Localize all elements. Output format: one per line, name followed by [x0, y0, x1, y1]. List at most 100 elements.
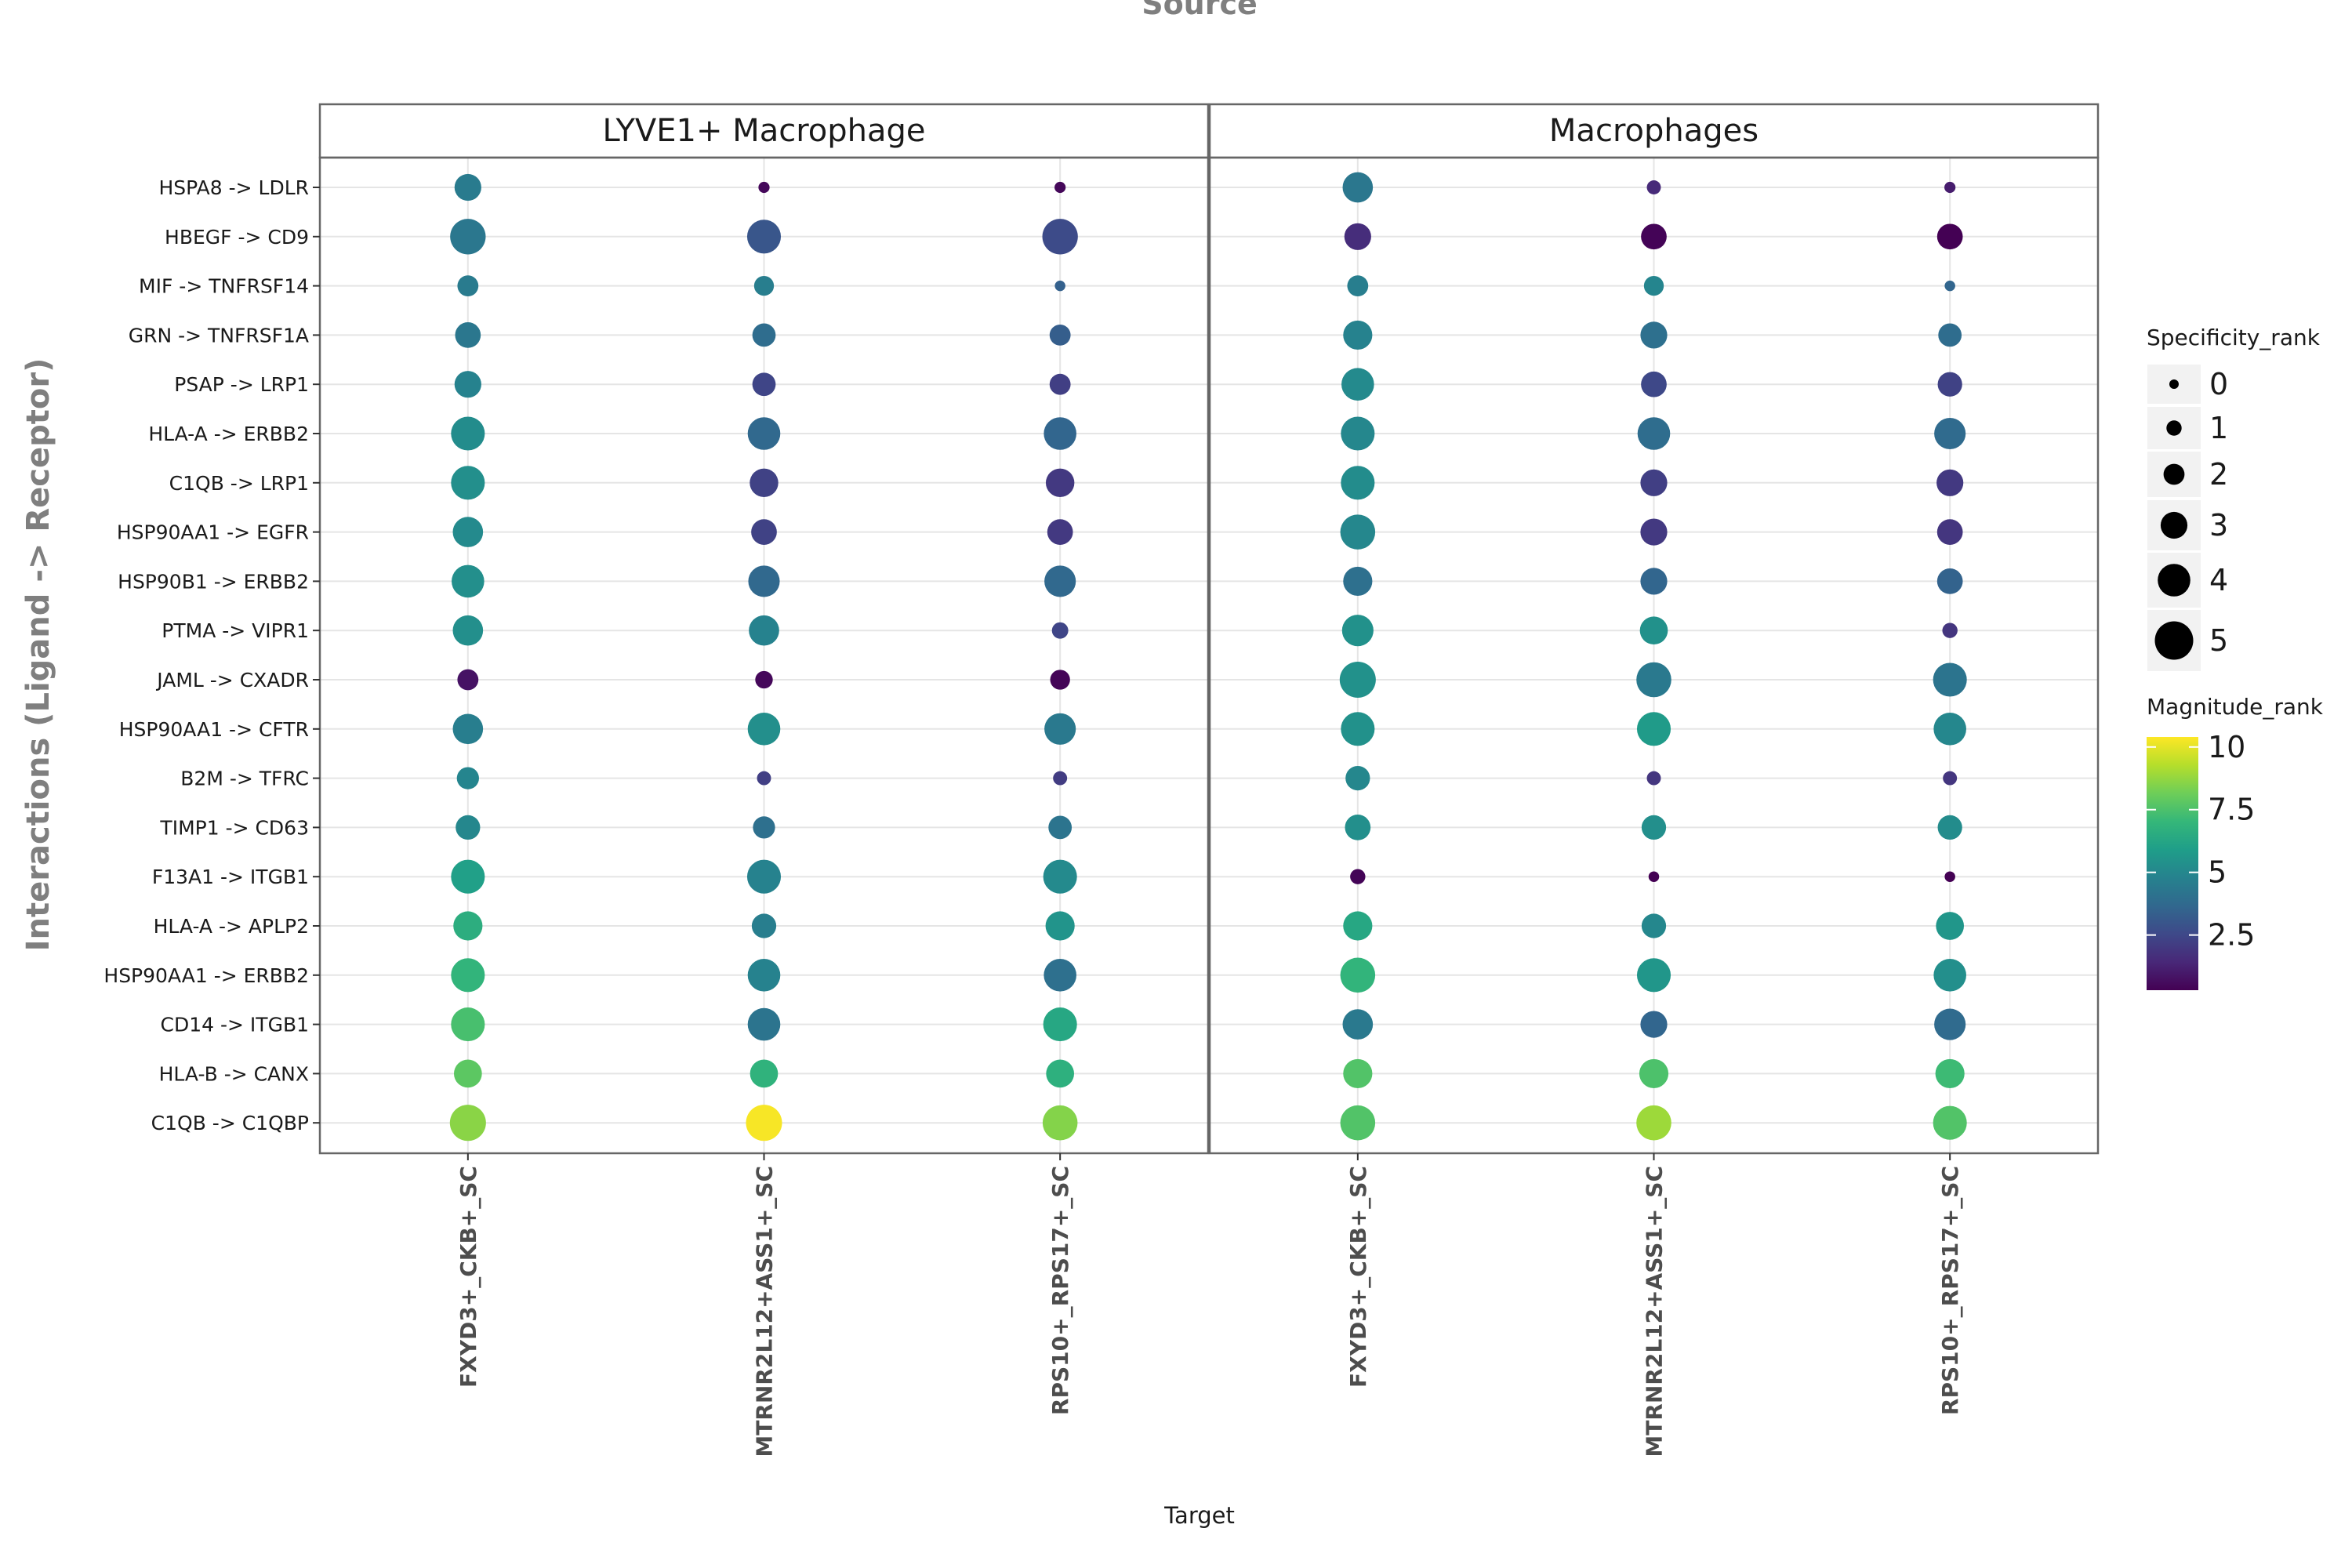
data-point: [1936, 912, 1965, 940]
y-tick-label: F13A1 -> ITGB1: [152, 866, 309, 888]
data-point: [454, 371, 481, 398]
y-tick-label: HBEGF -> CD9: [165, 226, 309, 249]
size-legend-dot: [2160, 511, 2188, 539]
data-point: [1640, 321, 1668, 349]
data-point: [746, 1105, 782, 1142]
data-point: [1935, 1058, 1965, 1088]
size-legend-label: 3: [2209, 508, 2228, 543]
data-point: [1045, 911, 1075, 941]
size-legend-label: 2: [2209, 457, 2228, 492]
data-point: [751, 519, 777, 545]
size-legend-dot: [2163, 463, 2185, 485]
data-point: [747, 417, 781, 450]
data-point: [1636, 1105, 1671, 1141]
data-point: [1934, 1008, 1966, 1040]
data-point: [457, 669, 479, 691]
data-point: [1648, 871, 1660, 882]
data-point: [747, 1007, 781, 1041]
data-point: [1341, 712, 1375, 746]
data-point: [1639, 1058, 1669, 1088]
y-tick-label: HSP90AA1 -> EGFR: [117, 521, 309, 544]
data-point: [456, 815, 481, 840]
data-point: [1342, 172, 1374, 203]
data-point: [455, 322, 481, 348]
data-point: [1044, 713, 1076, 745]
data-point: [1340, 1105, 1376, 1141]
data-point: [1641, 223, 1667, 250]
data-point: [1044, 959, 1076, 992]
data-point: [1340, 514, 1376, 550]
data-point: [453, 1059, 482, 1088]
data-point: [1641, 913, 1667, 938]
data-point: [452, 713, 484, 745]
data-point: [748, 565, 780, 597]
data-point: [1641, 815, 1667, 840]
data-point: [1936, 519, 1963, 545]
data-point: [1639, 616, 1668, 645]
legends: Specificity_rank 0 1 2 3 4 5 Magnitude_rank 2…: [2146, 325, 2324, 990]
chart-title: Source: [1142, 0, 1258, 21]
data-point: [1944, 181, 1956, 194]
data-point: [1637, 417, 1671, 450]
y-tick-label: B2M -> TFRC: [180, 768, 309, 790]
size-legend-label: 1: [2209, 411, 2228, 445]
data-point: [1042, 219, 1078, 255]
data-point: [1343, 320, 1373, 350]
data-point: [1640, 1011, 1668, 1038]
data-point: [1051, 622, 1069, 639]
data-point: [755, 670, 773, 689]
x-tick-label: MTRNR2L12+ASS1+_SC: [752, 1166, 778, 1457]
data-point: [758, 181, 770, 194]
y-tick-labels: HSPA8 -> LDLR HBEGF -> CD9 MIF -> TNFRSF14…: [103, 176, 320, 1134]
x-tick-label: MTRNR2L12+ASS1+_SC: [1642, 1166, 1668, 1457]
data-point: [457, 275, 479, 296]
data-point: [1047, 519, 1073, 545]
data-point: [451, 1007, 485, 1042]
data-point: [1350, 869, 1366, 884]
data-point: [1933, 959, 1966, 992]
y-tick-label: HSPA8 -> LDLR: [159, 176, 310, 199]
data-point: [1044, 565, 1076, 597]
data-point: [751, 913, 777, 938]
data-point: [1943, 771, 1958, 786]
y-axis-title: Interactions (Ligand -> Receptor): [20, 358, 56, 952]
data-point: [750, 1059, 779, 1088]
size-legend-label: 5: [2209, 623, 2228, 658]
color-legend: 2.5 5 7.5 10: [2147, 730, 2255, 990]
y-tick-label: GRN -> TNFRSF1A: [129, 324, 309, 347]
data-point: [452, 615, 484, 646]
x-tick-label: RPS10+_RPS17+_SC: [1047, 1166, 1073, 1415]
data-point: [1044, 417, 1076, 450]
facet-panel: Macrophages: [1208, 103, 2100, 1155]
data-point: [1936, 568, 1963, 594]
data-point: [1341, 615, 1374, 647]
data-point: [753, 275, 775, 296]
data-point: [1942, 622, 1958, 638]
data-point: [1933, 662, 1967, 697]
data-point: [1640, 469, 1668, 496]
data-point: [757, 771, 771, 786]
x-tick-label: FXYD3+_CKB+_SC: [456, 1166, 481, 1388]
facet-panels: LYVE1+ Macrophage Macrophages: [318, 103, 2100, 1155]
data-point: [452, 564, 485, 598]
y-tick-label: C1QB -> C1QBP: [151, 1112, 309, 1134]
data-point: [1934, 417, 1966, 450]
size-legend: 0 1 2 3 4 5: [2146, 363, 2228, 673]
x-tick-labels: FXYD3+_CKB+_SC MTRNR2L12+ASS1+_SC RPS10+_R…: [456, 1153, 1963, 1457]
data-point: [1341, 466, 1375, 500]
data-point: [1054, 280, 1065, 292]
x-tick-label: RPS10+_RPS17+_SC: [1937, 1166, 1963, 1415]
size-legend-title: Specificity_rank: [2147, 325, 2321, 350]
data-point: [454, 173, 481, 201]
data-point: [451, 466, 485, 500]
data-point: [1048, 815, 1073, 840]
color-tick-label: 7.5: [2208, 793, 2255, 827]
data-point: [450, 219, 486, 255]
data-point: [1045, 468, 1075, 498]
size-legend-dot: [2154, 621, 2194, 660]
facet-panel: LYVE1+ Macrophage: [318, 103, 1210, 1155]
data-point: [1043, 859, 1077, 894]
data-point: [746, 220, 782, 254]
y-tick-label: PSAP -> LRP1: [174, 373, 309, 396]
